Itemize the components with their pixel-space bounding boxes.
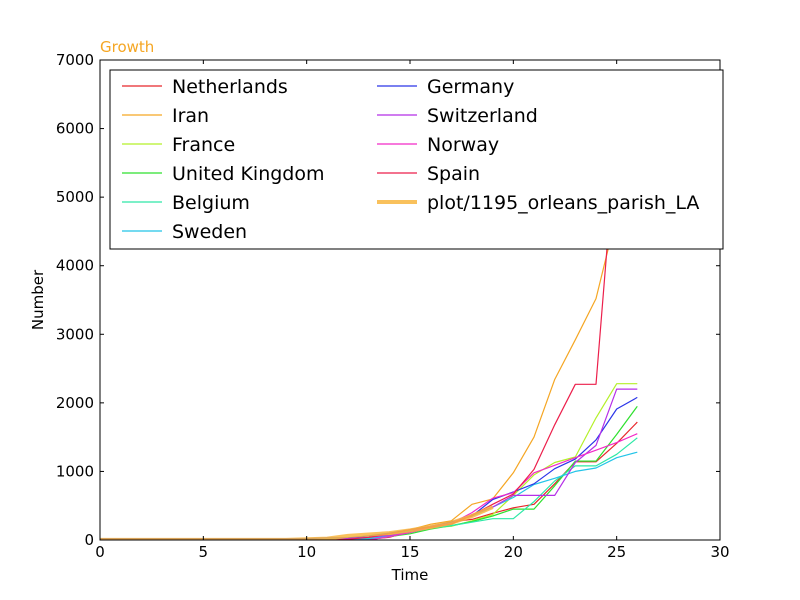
- legend-label: Norway: [427, 134, 499, 156]
- y-tick-label: 7000: [56, 51, 94, 69]
- legend-label: Germany: [427, 76, 514, 98]
- legend-label: Switzerland: [427, 105, 538, 127]
- y-axis-label: Number: [29, 269, 47, 330]
- legend-label: France: [172, 134, 235, 156]
- y-tick-label: 5000: [56, 188, 94, 206]
- y-tick-label: 6000: [56, 120, 94, 138]
- x-tick-label: 5: [199, 543, 209, 561]
- x-tick-label: 10: [297, 543, 316, 561]
- y-tick-label: 1000: [56, 462, 94, 480]
- legend: Netherlands Iran France United Kingdom Belgi…: [109, 69, 724, 250]
- y-tick-label: 4000: [56, 257, 94, 275]
- y-tick-label: 3000: [56, 325, 94, 343]
- legend-label: plot/1195_orleans_parish_LA: [427, 192, 699, 214]
- series-line-0: [100, 421, 638, 540]
- axis-ticks: 0 5 10 15 20 25 30 0 1000 2000 3000 4000 5000 6000 700…: [56, 51, 730, 561]
- legend-label: Iran: [172, 105, 209, 127]
- legend-label: Belgium: [172, 192, 250, 214]
- x-tick-label: 30: [710, 543, 729, 561]
- x-tick-label: 15: [400, 543, 419, 561]
- x-tick-label: 0: [95, 543, 105, 561]
- y-tick-label: 2000: [56, 394, 94, 412]
- series-line-5: [100, 451, 638, 540]
- x-axis-label: Time: [391, 566, 429, 584]
- legend-label: Spain: [427, 163, 480, 185]
- legend-label: United Kingdom: [172, 163, 325, 185]
- x-tick-label: 25: [607, 543, 626, 561]
- series-line-9: [100, 128, 638, 540]
- chart-title: Growth: [100, 38, 154, 56]
- y-tick-label: 0: [84, 531, 94, 549]
- legend-label: Netherlands: [172, 76, 288, 98]
- series-line-4: [100, 437, 638, 540]
- legend-box: [109, 69, 724, 250]
- legend-label: Sweden: [172, 221, 247, 243]
- series-line-8: [100, 433, 638, 540]
- x-tick-label: 20: [504, 543, 523, 561]
